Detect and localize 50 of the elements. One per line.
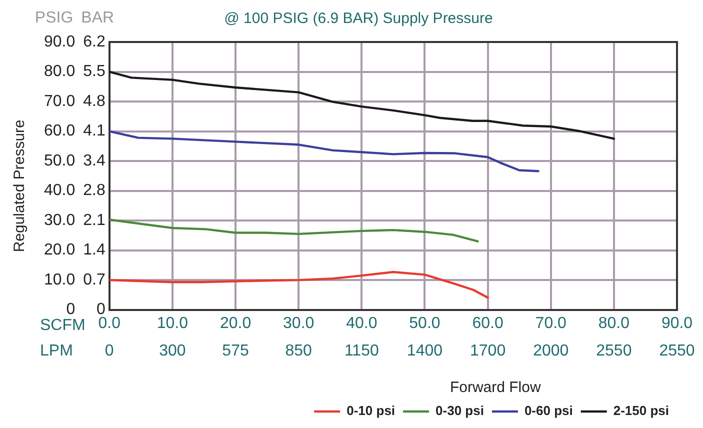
text: 0 [104, 342, 114, 360]
y2-tick-label: 2.1 [83, 212, 106, 229]
y-tick-label: 40.0 [44, 182, 76, 200]
x-tick-label: 20.0 [220, 314, 252, 332]
chart-title: @ 100 PSIG (6.9 BAR) Supply Pressure [224, 10, 493, 28]
text: 1400 [406, 342, 443, 360]
y2-tick-label: 2.8 [83, 182, 106, 200]
text: 850 [285, 342, 312, 360]
y2-tick-label: 3.4 [83, 152, 106, 170]
text: 1150 [344, 342, 379, 360]
y-tick-label: 70.0 [44, 92, 76, 110]
y2-tick-label: 6.2 [83, 33, 106, 50]
x-axis-title: Forward Flow [450, 379, 541, 396]
y-tick-label: 90.0 [44, 33, 76, 50]
y-tick-label: 0 [66, 301, 76, 318]
legend-label: 0-30 psi [436, 403, 484, 418]
y2-tick-label: 0.7 [83, 271, 106, 288]
y-tick-label: 20.0 [44, 242, 76, 259]
y2-tick-label: 4.1 [83, 122, 106, 140]
text: SCFM [40, 316, 86, 334]
x-tick-label: 60.0 [472, 314, 504, 332]
x-tick-label: 90.0 [661, 314, 693, 332]
text: PSIG [34, 9, 74, 26]
legend-label: 2-150 psi [613, 403, 670, 418]
x-tick-label: 80.0 [598, 314, 630, 332]
x-tick-label: 0.0 [98, 314, 121, 332]
text: 575 [222, 342, 249, 360]
text: BAR [81, 9, 114, 26]
y-tick-label: 60.0 [44, 122, 76, 140]
x-tick-label: 50.0 [409, 314, 440, 332]
y-tick-label: 50.0 [44, 152, 76, 170]
x-tick-label: 40.0 [346, 314, 378, 332]
text: LPM [40, 342, 73, 360]
legend-label: 0-10 psi [346, 403, 396, 418]
x-tick-label: 30.0 [283, 314, 314, 332]
text: 300 [159, 342, 186, 360]
y2-tick-label: 5.5 [83, 63, 106, 80]
x-tick-label: 10.0 [156, 314, 188, 332]
y-tick-label: 10.0 [44, 271, 76, 288]
y2-tick-label: 4.8 [83, 92, 106, 110]
legend-label: 0-60 psi [524, 403, 573, 418]
text: 2550 [596, 342, 632, 360]
text: 2000 [533, 342, 569, 360]
x-tick-label: 70.0 [535, 314, 567, 332]
y-tick-label: 80.0 [44, 63, 76, 80]
text: 1700 [470, 342, 506, 360]
y-axis-title: Regulated Pressure [11, 120, 28, 252]
text: 2550 [659, 342, 695, 360]
y2-tick-label: 1.4 [83, 242, 106, 259]
y-tick-label: 30.0 [44, 212, 76, 229]
